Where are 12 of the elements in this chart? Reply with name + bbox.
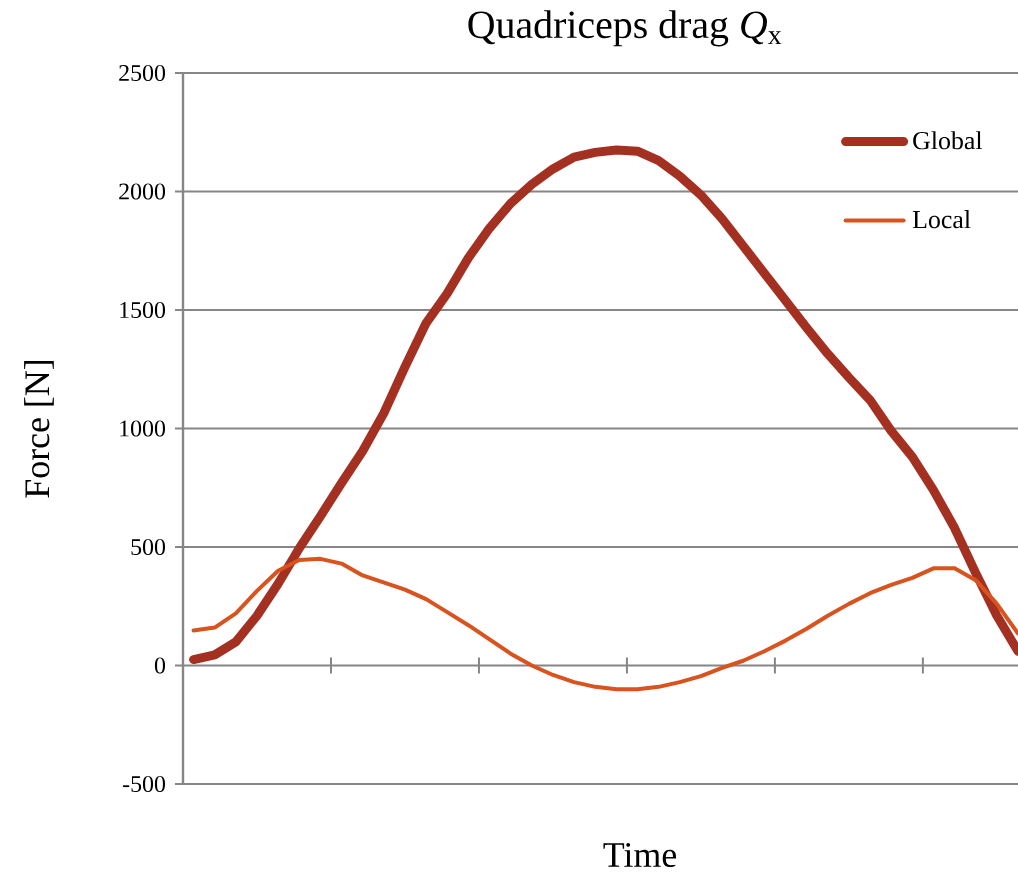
y-tick-label: 1000: [120, 420, 166, 437]
legend-label: Global: [913, 131, 983, 150]
y-axis-title: Force [N]: [24, 360, 54, 498]
y-tick-label: 2000: [119, 183, 166, 200]
y-tick-label: 2500: [119, 64, 166, 82]
legend-label: Local: [912, 210, 971, 229]
y-tick-label: 1500: [120, 301, 166, 319]
x-axis-title: Time: [603, 842, 677, 868]
y-tick-label: 0: [154, 657, 166, 674]
chart-title: Quadriceps drag Q$_{x}$: [468, 10, 782, 47]
y-tick-label: -500: [123, 775, 166, 793]
y-tick-label: 500: [131, 538, 166, 556]
